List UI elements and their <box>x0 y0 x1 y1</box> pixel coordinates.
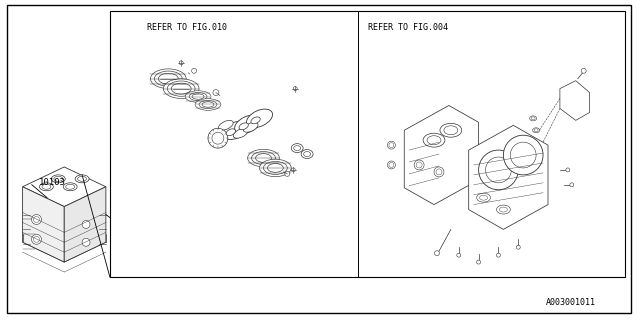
Ellipse shape <box>66 184 75 189</box>
Ellipse shape <box>255 154 271 162</box>
Ellipse shape <box>264 161 287 174</box>
Ellipse shape <box>199 100 217 108</box>
Ellipse shape <box>150 69 186 89</box>
Ellipse shape <box>54 176 63 181</box>
Circle shape <box>435 251 440 256</box>
Ellipse shape <box>294 146 301 151</box>
Circle shape <box>33 217 40 222</box>
Circle shape <box>191 68 196 73</box>
Ellipse shape <box>243 122 258 132</box>
Ellipse shape <box>440 123 461 137</box>
Circle shape <box>479 150 518 190</box>
Circle shape <box>387 161 396 169</box>
Circle shape <box>486 157 511 183</box>
Ellipse shape <box>246 109 273 128</box>
Circle shape <box>213 90 219 96</box>
Circle shape <box>434 167 444 177</box>
Text: A003001011: A003001011 <box>545 298 596 307</box>
Polygon shape <box>468 125 548 229</box>
Circle shape <box>387 141 396 149</box>
Ellipse shape <box>51 175 65 183</box>
Polygon shape <box>404 106 479 204</box>
Circle shape <box>293 87 297 91</box>
Ellipse shape <box>202 102 214 107</box>
Bar <box>110 11 625 277</box>
Ellipse shape <box>154 71 182 86</box>
Ellipse shape <box>159 73 179 84</box>
Ellipse shape <box>77 176 86 181</box>
Ellipse shape <box>235 115 260 133</box>
Ellipse shape <box>251 117 260 124</box>
Circle shape <box>285 172 290 176</box>
Circle shape <box>436 169 442 175</box>
Ellipse shape <box>423 133 445 147</box>
Circle shape <box>33 236 40 242</box>
Polygon shape <box>22 187 64 262</box>
Text: REFER TO FIG.004: REFER TO FIG.004 <box>367 23 447 32</box>
Circle shape <box>477 260 481 264</box>
Ellipse shape <box>301 149 313 158</box>
Circle shape <box>291 168 295 172</box>
Circle shape <box>31 214 42 224</box>
Ellipse shape <box>291 144 303 153</box>
Circle shape <box>208 128 228 148</box>
Ellipse shape <box>40 183 53 191</box>
Ellipse shape <box>223 121 249 140</box>
Ellipse shape <box>42 184 51 189</box>
Ellipse shape <box>172 83 191 94</box>
Circle shape <box>570 183 574 187</box>
Ellipse shape <box>234 128 248 138</box>
Text: REFER TO FIG.010: REFER TO FIG.010 <box>147 23 227 32</box>
Ellipse shape <box>497 205 510 214</box>
Ellipse shape <box>530 116 536 121</box>
Circle shape <box>581 68 586 73</box>
Circle shape <box>212 132 224 144</box>
Ellipse shape <box>195 99 221 110</box>
Circle shape <box>82 220 90 228</box>
Ellipse shape <box>239 123 248 130</box>
Ellipse shape <box>260 159 291 177</box>
Circle shape <box>414 160 424 170</box>
Circle shape <box>504 135 543 175</box>
Ellipse shape <box>248 149 279 167</box>
Circle shape <box>82 238 90 246</box>
Ellipse shape <box>479 195 488 200</box>
Ellipse shape <box>63 183 77 191</box>
Circle shape <box>497 253 500 257</box>
Text: 10103: 10103 <box>38 178 65 187</box>
Ellipse shape <box>427 136 441 145</box>
Ellipse shape <box>189 92 207 100</box>
Polygon shape <box>560 81 589 120</box>
Polygon shape <box>22 167 106 207</box>
Circle shape <box>389 163 394 167</box>
Ellipse shape <box>163 79 199 99</box>
Ellipse shape <box>477 193 490 202</box>
Circle shape <box>389 143 394 148</box>
Circle shape <box>31 234 42 244</box>
Ellipse shape <box>534 129 538 132</box>
Circle shape <box>416 162 422 168</box>
Circle shape <box>179 61 183 65</box>
Ellipse shape <box>185 91 211 102</box>
Ellipse shape <box>226 129 236 136</box>
Ellipse shape <box>252 151 275 164</box>
Circle shape <box>516 245 520 249</box>
Ellipse shape <box>532 128 540 133</box>
Ellipse shape <box>303 152 310 156</box>
Circle shape <box>510 142 536 168</box>
Ellipse shape <box>499 207 508 212</box>
Ellipse shape <box>218 120 233 130</box>
Ellipse shape <box>531 117 535 120</box>
Ellipse shape <box>167 81 195 96</box>
Ellipse shape <box>192 94 204 99</box>
Polygon shape <box>64 187 106 262</box>
Circle shape <box>457 253 461 257</box>
Ellipse shape <box>75 175 89 183</box>
Ellipse shape <box>444 126 458 135</box>
Ellipse shape <box>268 164 284 172</box>
Circle shape <box>566 168 570 172</box>
